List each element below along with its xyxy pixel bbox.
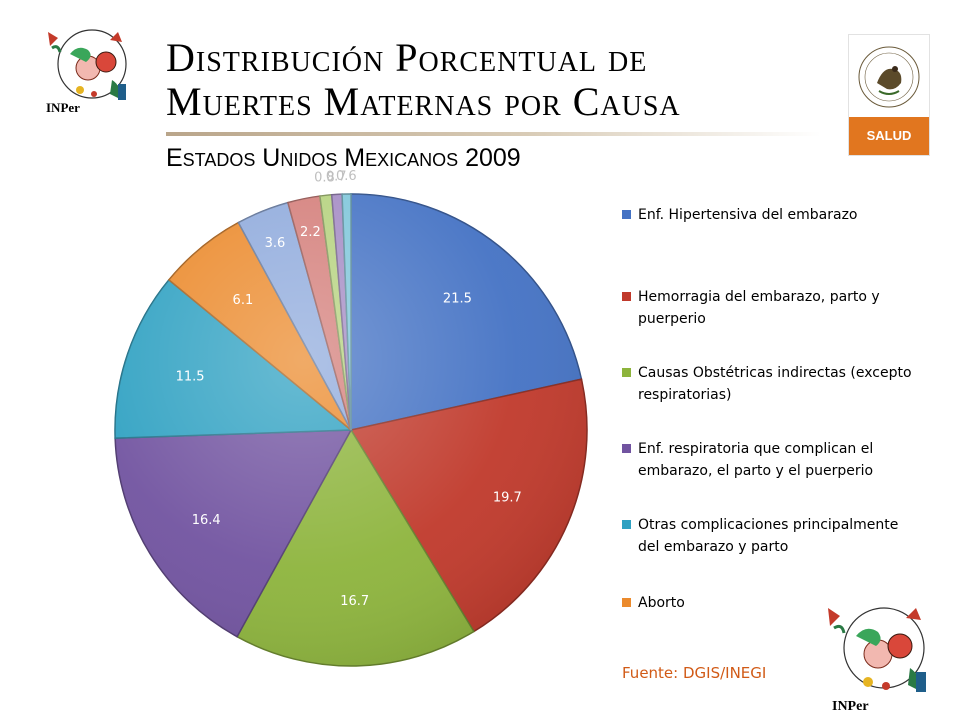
pie-value-label-4: 11.5 <box>176 369 205 384</box>
pie-value-label-8: 0.8 <box>314 170 335 185</box>
legend-label-obstetricas: Causas Obstétricas indirectas (excepto r… <box>638 365 912 403</box>
legend-swatch-otras <box>622 520 631 529</box>
legend-label-otras: Otras complicaciones principalmente del … <box>638 517 899 555</box>
pie-value-label-7: 2.2 <box>300 225 321 240</box>
inper-logo-text: INPer <box>46 100 80 115</box>
inper-logo: INPer <box>46 29 127 115</box>
pie-value-label-1: 19.7 <box>493 491 522 506</box>
page-title-line2: Muertes Maternas por Causa <box>166 79 681 124</box>
pie-value-label-0: 21.5 <box>443 292 472 307</box>
legend-label-hemorragia: Hemorragia del embarazo, parto y puerper… <box>638 289 880 327</box>
legend-item-hipertensiva: Enf. Hipertensiva del embarazo <box>622 204 912 226</box>
pie-value-label-9: 0.7 <box>326 169 347 184</box>
legend-swatch-aborto <box>622 598 631 607</box>
legend-item-hemorragia: Hemorragia del embarazo, parto y puerper… <box>622 286 912 330</box>
pie-value-label-2: 16.7 <box>340 594 369 609</box>
title-divider <box>166 132 821 136</box>
coat-of-arms-icon <box>858 46 920 108</box>
legend-item-respiratoria: Enf. respiratoria que complican el embar… <box>622 438 912 482</box>
inper-logo-bottom-text: INPer <box>832 699 869 714</box>
legend-swatch-hipertensiva <box>622 210 631 219</box>
title-block: Distribución Porcentual de Muertes Mater… <box>166 36 826 124</box>
salud-logo-text: SALUD <box>849 117 929 155</box>
legend-swatch-obstetricas <box>622 368 631 377</box>
inper-logo-bottom: INPer <box>828 607 926 714</box>
page-title-line1: Distribución Porcentual de <box>166 35 648 80</box>
legend-label-respiratoria: Enf. respiratoria que complican el embar… <box>638 441 874 479</box>
source-note: Fuente: DGIS/INEGI <box>622 664 767 682</box>
legend-swatch-hemorragia <box>622 292 631 301</box>
legend-item-otras: Otras complicaciones principalmente del … <box>622 514 912 558</box>
legend-swatch-respiratoria <box>622 444 631 453</box>
legend-label-hipertensiva: Enf. Hipertensiva del embarazo <box>638 207 858 223</box>
pie-value-label-3: 16.4 <box>192 513 221 528</box>
pie-value-label-10: 0.6 <box>336 169 357 184</box>
legend-item-obstetricas: Causas Obstétricas indirectas (excepto r… <box>622 362 912 406</box>
pie-value-label-5: 6.1 <box>233 293 254 308</box>
pie-value-label-6: 3.6 <box>265 236 286 251</box>
salud-logo: SALUD <box>848 34 930 156</box>
legend-item-aborto: Aborto <box>622 592 912 614</box>
page-subtitle: Estados Unidos Mexicanos 2009 <box>166 144 521 172</box>
legend-label-aborto: Aborto <box>638 595 685 611</box>
